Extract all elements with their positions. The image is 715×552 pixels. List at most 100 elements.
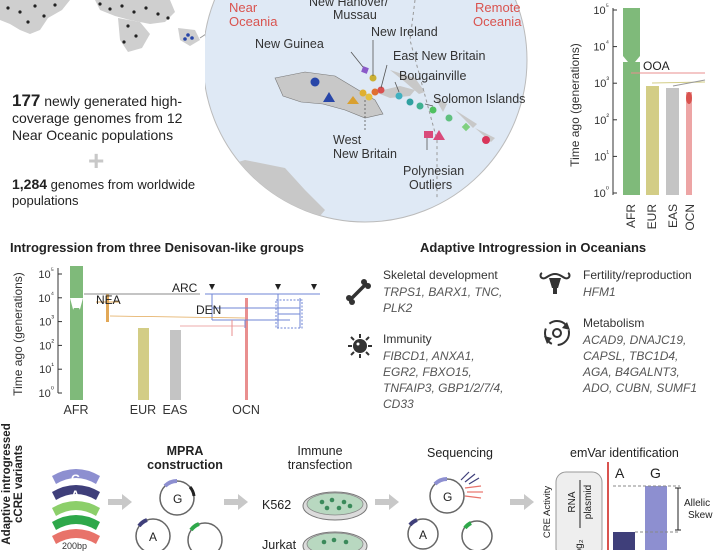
- sequencing-plasmids: G A: [407, 471, 493, 550]
- bone-icon: [346, 279, 371, 305]
- allelic-skew-1: Allelic: [684, 498, 710, 509]
- ooa-bar-ocn: [686, 92, 692, 195]
- emvar-title: emVar identification: [570, 446, 679, 460]
- marker-remote-outlier: [482, 136, 490, 144]
- intro-bar-ocn: [245, 298, 248, 400]
- intro-ylabel: Time ago (generations): [11, 272, 25, 396]
- ooa-bar-eur: [646, 86, 659, 195]
- marker-bougainville: [395, 92, 403, 100]
- variant-allele-a: A: [71, 488, 80, 502]
- ratio-numerator: RNA: [567, 491, 578, 512]
- label-mussau: Mussau: [333, 8, 377, 22]
- emvar-bar-g: [645, 486, 667, 550]
- arrow-3: [375, 494, 399, 510]
- marker-new-ireland: [369, 74, 377, 82]
- intro-label-nea: NEA: [96, 293, 121, 307]
- ooa-ytick: 10³: [594, 75, 609, 90]
- arrow-2: [224, 494, 248, 510]
- immunity-genes: FIBCD1, ANXA1, EGR2, FBXO15, TNFAIP3, GB…: [383, 349, 504, 411]
- skeletal-label: Skeletal development: [383, 268, 498, 282]
- worldwide-genomes-text: genomes from worldwide populations: [12, 177, 196, 208]
- label-west-new-britain-2: New Britain: [333, 147, 397, 161]
- variant-allele-g: G: [71, 472, 80, 486]
- intro-ytick: 10⁴: [38, 290, 54, 305]
- seq-allele-a: A: [419, 528, 427, 542]
- size-label: 200bp: [62, 541, 88, 551]
- metabolism-label: Metabolism: [583, 316, 645, 330]
- label-west-new-britain-1: West: [333, 133, 362, 147]
- seq-allele-g: G: [443, 490, 452, 504]
- metabolism-icon: [544, 320, 570, 346]
- allelic-skew-2: Skew: [688, 510, 713, 521]
- worldwide-genomes-count: 1,284: [12, 176, 48, 192]
- immunity-label: Immunity: [383, 332, 432, 346]
- new-genomes-stat: 177 newly generated high-coverage genome…: [12, 92, 212, 144]
- ooa-chart: Time ago (generations) 10⁰ 10¹ 10² 10³ 10⁴ 10…: [568, 2, 706, 231]
- ooa-ytick: 10⁴: [593, 39, 609, 54]
- immune-title: Immune transfection: [287, 444, 353, 472]
- emvar-allele-g: G: [650, 465, 661, 481]
- uterus-icon: [539, 272, 571, 294]
- worldwide-genomes-stat: 1,284 genomes from worldwide populations: [12, 176, 212, 209]
- intro-category-ocn: OCN: [232, 403, 260, 417]
- ratio-log: log₂: [574, 539, 585, 550]
- ooa-category-ocn: OCN: [683, 204, 697, 231]
- ooa-category-eas: EAS: [666, 204, 680, 228]
- label-east-new-britain: East New Britain: [393, 49, 485, 63]
- label-near-oceania-1: Near: [229, 0, 258, 15]
- side-label-line1: Adaptive introgressed: [1, 423, 13, 544]
- arrow-1: [108, 494, 132, 510]
- label-near-oceania-2: Oceania: [229, 14, 278, 29]
- ooa-bar-afr: [623, 8, 640, 195]
- intro-ytick: 10⁵: [38, 266, 54, 281]
- intro-bar-eas: [170, 330, 181, 400]
- skeletal-genes: TRPS1, BARX1, TNC, PLK2: [383, 285, 503, 315]
- label-new-guinea: New Guinea: [255, 37, 324, 51]
- label-new-ireland: New Ireland: [371, 25, 438, 39]
- virus-icon: [348, 334, 372, 358]
- ooa-category-afr: AFR: [624, 204, 638, 228]
- label-solomon-islands: Solomon Islands: [433, 92, 525, 106]
- marker-new-guinea-triangle: [323, 92, 335, 102]
- intro-bar-afr: [70, 266, 83, 400]
- ooa-ytick: 10⁰: [594, 185, 609, 200]
- intro-label-den: DEN: [196, 303, 221, 317]
- marker-mussau: [361, 66, 369, 74]
- ooa-ytick: 10⁵: [593, 2, 609, 17]
- label-remote-oceania-2: Oceania: [473, 14, 522, 29]
- intro-bar-nea: [106, 294, 109, 322]
- intro-label-arc: ARC: [172, 281, 198, 295]
- new-genomes-text: newly generated high-coverage genomes fr…: [12, 93, 183, 143]
- k562-label: K562: [262, 498, 292, 512]
- petri-dishes: [302, 491, 368, 550]
- intro-category-eas: EAS: [162, 403, 187, 417]
- ooa-ytick: 10¹: [594, 148, 609, 163]
- arrow-4: [510, 494, 534, 510]
- label-polynesian-outliers-2: Outliers: [409, 178, 452, 192]
- side-label-line2: cCRE variants: [13, 445, 24, 523]
- jurkat-label: Jurkat: [262, 538, 297, 552]
- intro-category-eur: EUR: [130, 403, 156, 417]
- metabolism-genes: ACAD9, DNAJC19, CAPSL, TBC1D4, AGA, B4GA…: [583, 333, 698, 395]
- emvar-panel: CRE Activity RNA plasmid log₂ A G Alleli…: [542, 462, 713, 550]
- new-genomes-count: 177: [12, 91, 41, 110]
- introgression-title: Introgression from three Denisovan-like …: [10, 240, 304, 255]
- introgression-chart: Time ago (generations) 10⁰ 10¹ 10² 10³ 10⁴ 10…: [11, 266, 320, 417]
- fertility-genes: HFM1: [583, 285, 616, 299]
- label-bougainville: Bougainville: [399, 69, 466, 83]
- intro-ytick: 10³: [39, 314, 54, 329]
- cre-activity-label: CRE Activity: [542, 486, 553, 539]
- intro-bar-eur: [138, 328, 149, 400]
- intro-category-afr: AFR: [64, 403, 89, 417]
- label-new-hanover: New Hanover/: [309, 0, 389, 9]
- ooa-annotation: OOA: [643, 59, 670, 73]
- label-remote-oceania-1: Remote: [475, 0, 521, 15]
- world-map: [0, 0, 215, 52]
- pipeline-side-label: Adaptive introgressed cCRE variants: [1, 423, 24, 544]
- emvar-allele-a: A: [615, 465, 625, 481]
- ooa-bar-eas: [666, 88, 679, 195]
- marker-new-guinea-circle: [310, 77, 320, 87]
- ratio-denominator: plasmid: [583, 485, 594, 519]
- intro-ytick: 10¹: [39, 361, 54, 376]
- mpra-plasmids: G A: [135, 479, 223, 550]
